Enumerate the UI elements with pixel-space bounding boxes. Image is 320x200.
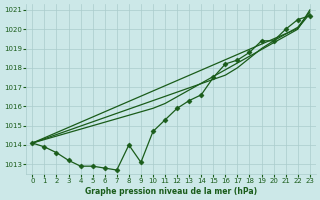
X-axis label: Graphe pression niveau de la mer (hPa): Graphe pression niveau de la mer (hPa) <box>85 187 257 196</box>
